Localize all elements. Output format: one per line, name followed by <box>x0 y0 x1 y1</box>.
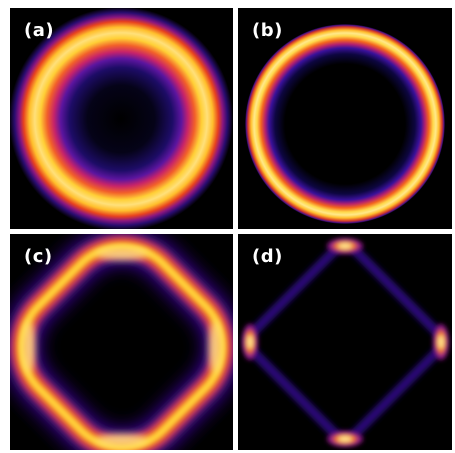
panel-c: (c) <box>10 234 233 450</box>
panel-b-image <box>238 8 452 229</box>
ring-intensity <box>10 234 233 450</box>
diamond-outline <box>243 240 447 444</box>
panel-d-image <box>238 234 452 450</box>
ring-hotspots <box>23 248 221 446</box>
panel-c-image <box>10 234 233 450</box>
panel-label: (d) <box>252 246 283 267</box>
corner-lobes <box>242 238 449 447</box>
panel-a: (a) <box>10 8 233 229</box>
panel-label: (c) <box>24 246 53 267</box>
panel-label: (a) <box>24 20 55 41</box>
ring-intensity <box>10 8 233 229</box>
panel-d: (d) <box>238 234 452 450</box>
panel-b: (b) <box>238 8 452 229</box>
panel-a-image <box>10 8 233 229</box>
ring-intensity <box>245 24 445 224</box>
panel-label: (b) <box>252 20 283 41</box>
